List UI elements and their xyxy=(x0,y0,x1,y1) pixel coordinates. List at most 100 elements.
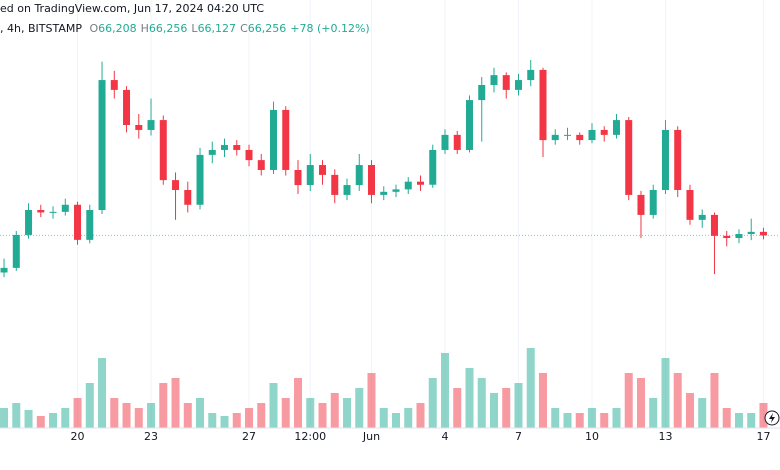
candle-body xyxy=(710,214,718,236)
candle-body xyxy=(86,209,94,240)
volume-bar xyxy=(575,413,584,428)
plot: 20 23 27 12:00 Jun 4 7 10 13 17 xyxy=(0,0,780,443)
volume-bar xyxy=(465,368,474,428)
volume-bar xyxy=(673,373,682,428)
x-tick-label: 7 xyxy=(515,430,522,443)
ohlc-key: C xyxy=(240,22,248,35)
candle-body xyxy=(0,267,8,273)
x-tick-label: 4 xyxy=(441,430,448,443)
candle-body xyxy=(453,134,461,150)
candle-body xyxy=(257,160,265,170)
candle-body xyxy=(490,75,498,85)
candle-body xyxy=(514,80,522,90)
x-tick-label: 27 xyxy=(242,430,256,443)
volume-bar xyxy=(453,388,462,428)
candle-body xyxy=(637,194,645,215)
candle-body xyxy=(441,134,449,150)
candle-body xyxy=(12,234,20,268)
symbol-legend: , 4h, BITSTAMP O66,208 H66,256 L66,127 C66,… xyxy=(0,22,374,35)
candle-body xyxy=(539,69,547,141)
volume-bar xyxy=(12,403,21,428)
candle-body xyxy=(612,120,620,135)
volume-bar xyxy=(367,373,376,428)
candle-body xyxy=(625,120,633,195)
candle-body xyxy=(747,231,755,235)
candle-body xyxy=(478,84,486,101)
volume-bar xyxy=(379,408,388,428)
candle-body xyxy=(196,154,204,205)
volume-bar xyxy=(122,403,131,428)
volume-bar xyxy=(600,413,609,428)
candle-body xyxy=(110,80,118,90)
ohlc-key: H xyxy=(140,22,149,35)
candle-body xyxy=(661,129,669,190)
volume-bar xyxy=(171,378,180,428)
ohlc-value: 66,256 xyxy=(148,22,188,35)
candle-body xyxy=(331,174,339,195)
volume-bar xyxy=(685,393,694,428)
volume-bar xyxy=(318,403,327,428)
ohlc-value: 66,127 xyxy=(197,22,237,35)
candle-body xyxy=(172,180,180,190)
volume-bar xyxy=(343,398,352,428)
candle-body xyxy=(159,120,167,181)
volume-bar xyxy=(0,408,9,428)
candle-body xyxy=(527,69,535,81)
candle-body xyxy=(98,80,106,210)
volume-bar xyxy=(269,383,278,428)
volume-bar xyxy=(147,403,156,428)
candle-body xyxy=(502,75,510,90)
volume-bar xyxy=(36,416,45,428)
candle-body xyxy=(184,189,192,205)
volume-bar xyxy=(502,388,511,428)
candle-body xyxy=(429,149,437,185)
ohlc-key: O xyxy=(89,22,99,35)
x-tick-label: 20 xyxy=(71,430,85,443)
x-tick-label: 17 xyxy=(756,430,770,443)
volume-bar xyxy=(649,398,658,428)
volume-bar xyxy=(612,408,621,428)
candle-body xyxy=(49,211,57,213)
candle-body xyxy=(319,165,327,175)
candle-body xyxy=(147,120,155,130)
publish-note: ed on TradingView.com, Jun 17, 2024 04:2… xyxy=(0,2,265,15)
candle-body xyxy=(649,189,657,215)
volume-bar xyxy=(477,378,486,428)
change: +78 (+0.12%) xyxy=(290,22,370,35)
volume-bar xyxy=(404,408,413,428)
candle-body xyxy=(221,145,229,150)
volume-bar xyxy=(281,398,290,428)
volume-bar xyxy=(636,378,645,428)
volume-bar xyxy=(245,408,254,428)
volume-bar xyxy=(85,383,94,428)
candle-body xyxy=(233,145,241,150)
candle-body xyxy=(563,134,571,136)
symbol: , 4h, BITSTAMP xyxy=(0,22,82,35)
volume-bar xyxy=(306,398,315,428)
volume-bar xyxy=(61,408,70,428)
volume-bar xyxy=(159,383,168,428)
volume-bar xyxy=(661,358,670,428)
candle-body xyxy=(368,165,376,195)
x-tick-label: 23 xyxy=(144,430,158,443)
volume-bar xyxy=(330,393,339,428)
candle-body xyxy=(404,181,412,190)
x-tick-label: 13 xyxy=(658,430,672,443)
volume-bar xyxy=(220,416,229,428)
candle-body xyxy=(465,100,473,150)
volume-bar xyxy=(587,408,596,428)
candle-body xyxy=(25,209,33,235)
ohlc-value: 66,256 xyxy=(247,22,287,35)
candle-body xyxy=(208,149,216,155)
candle-body xyxy=(674,129,682,190)
candle-body xyxy=(392,189,400,192)
candle-body xyxy=(282,109,290,170)
candle-body xyxy=(416,181,424,185)
volume-bar xyxy=(747,413,756,428)
candle-body xyxy=(551,134,559,141)
candle-body xyxy=(61,204,69,212)
volume-bar xyxy=(538,373,547,428)
volume-bar xyxy=(759,403,768,428)
volume-bar xyxy=(183,403,192,428)
